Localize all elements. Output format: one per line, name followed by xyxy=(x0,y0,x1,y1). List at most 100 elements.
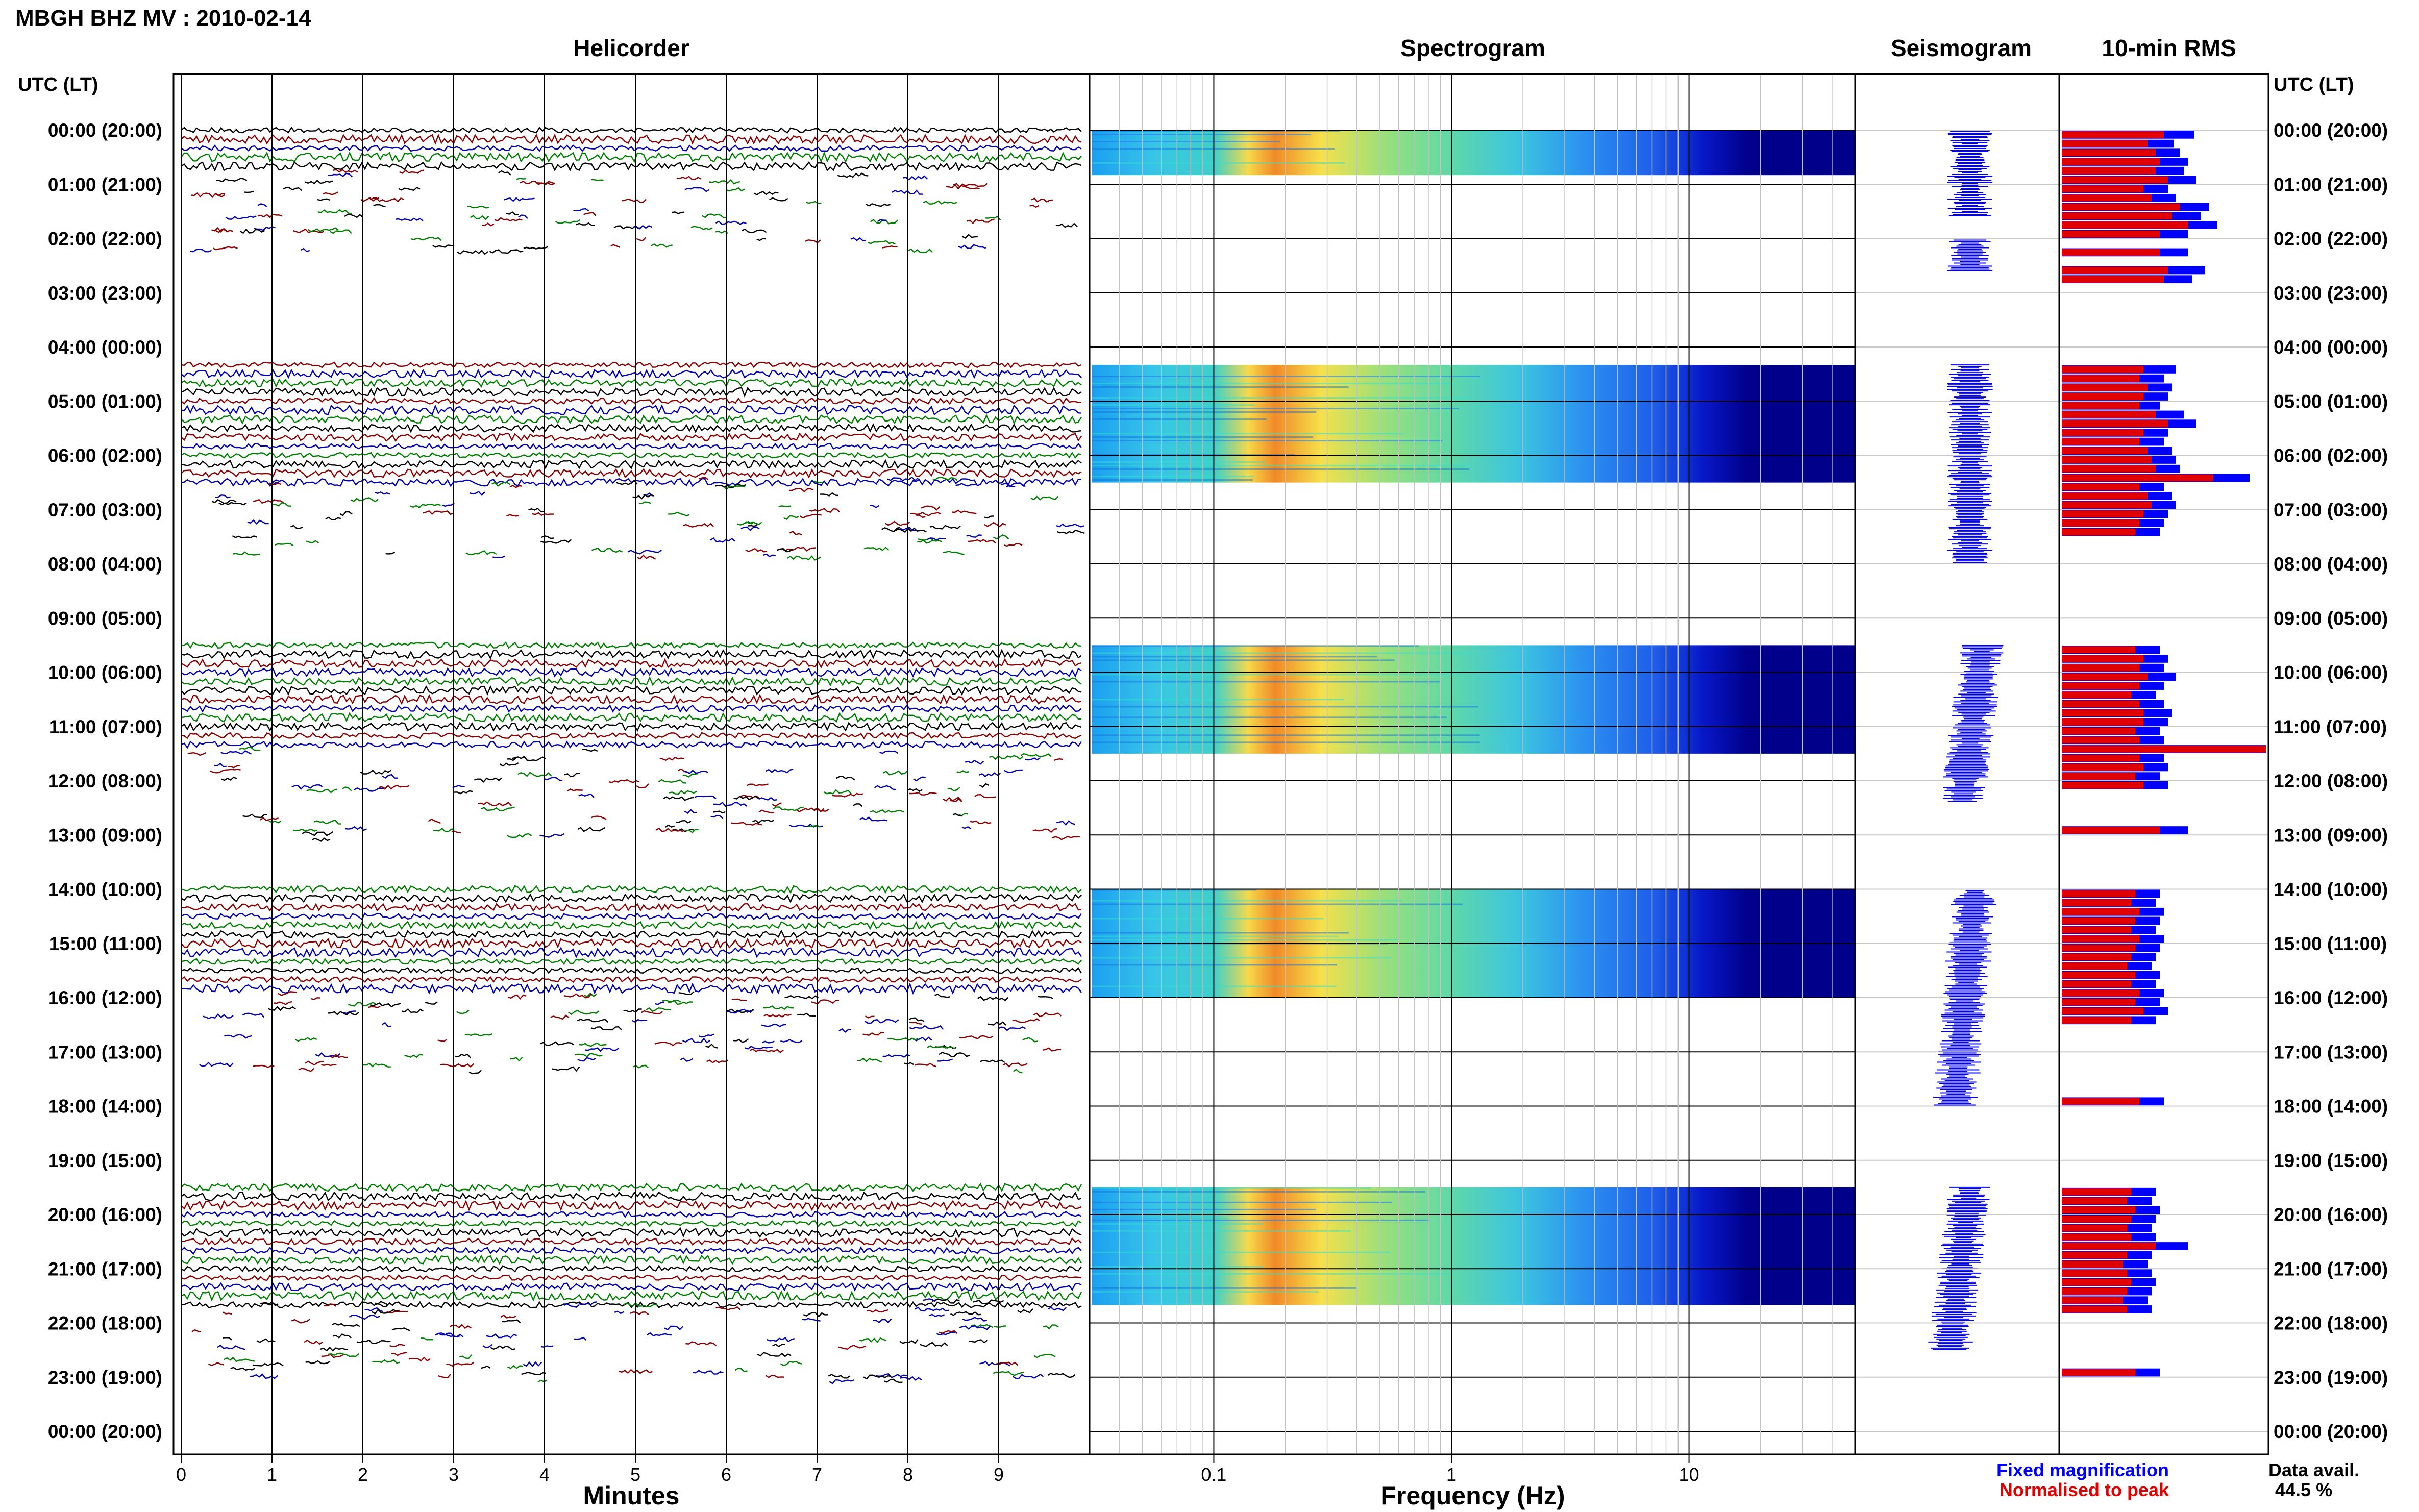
helicorder-trace xyxy=(832,792,863,798)
helicorder-trace xyxy=(481,806,515,812)
helicorder-trace xyxy=(454,790,473,795)
helicorder-trace xyxy=(550,1014,570,1020)
helicorder-trace xyxy=(585,1047,620,1052)
helicorder-trace xyxy=(1042,1047,1062,1052)
seismogram-title: Seismogram xyxy=(1891,35,2032,61)
helicorder-trace xyxy=(518,214,528,219)
helicorder-trace xyxy=(1055,222,1078,228)
helicorder-trace xyxy=(989,755,1024,760)
helicorder-trace xyxy=(682,523,714,528)
helicorder-trace xyxy=(259,817,279,821)
helicorder-trace xyxy=(693,1370,724,1375)
spectrogram-tick-label: 0.1 xyxy=(1201,1464,1226,1485)
helicorder-trace xyxy=(181,658,1082,669)
spectrogram-stripe xyxy=(1092,659,1395,661)
helicorder-trace xyxy=(181,740,1082,749)
rms-normalised-bar xyxy=(2062,827,2160,834)
helicorder-trace xyxy=(763,553,776,558)
helicorder-trace xyxy=(215,228,229,233)
spectrogram-stripe xyxy=(1092,404,1255,406)
helicorder-trace xyxy=(491,482,511,487)
spectrogram-stripe xyxy=(1092,957,1391,959)
helicorder-trace xyxy=(813,480,823,483)
helicorder-trace xyxy=(655,1001,664,1005)
helicorder-trace xyxy=(574,1336,587,1341)
helicorder-trace xyxy=(181,459,1082,469)
helicorder-trace xyxy=(181,368,1082,379)
helicorder-trace xyxy=(181,396,1081,405)
helicorder-trace xyxy=(470,215,489,220)
helicorder-trace xyxy=(734,1368,748,1373)
row-label-right: 02:00 (22:00) xyxy=(2274,229,2388,250)
helicorder-trace xyxy=(1052,835,1080,840)
row-label-left: 19:00 (15:00) xyxy=(48,1150,162,1171)
spectrogram-stripe xyxy=(1092,1187,1371,1189)
helicorder-trace xyxy=(333,168,358,173)
row-label-left: 20:00 (16:00) xyxy=(48,1204,162,1225)
rms-normalised-bar xyxy=(2062,212,2172,220)
helicorder-trace xyxy=(1043,1324,1059,1330)
helicorder-trace xyxy=(563,1303,580,1308)
helicorder-trace xyxy=(668,511,690,516)
row-label-left: 04:00 (00:00) xyxy=(48,337,162,358)
helicorder-trace xyxy=(181,667,1082,678)
helicorder-trace xyxy=(507,833,532,838)
helicorder-trace xyxy=(979,783,990,788)
helicorder-traces xyxy=(181,126,1085,1384)
helicorder-tick-label: 7 xyxy=(812,1464,822,1485)
helicorder-title: Helicorder xyxy=(573,35,689,61)
rms-normalised-bar xyxy=(2062,1287,2127,1295)
helicorder-trace xyxy=(583,212,597,216)
helicorder-trace xyxy=(181,704,1082,713)
helicorder-trace xyxy=(590,1026,622,1031)
rms-normalised-bar xyxy=(2062,736,2139,744)
rms-title: 10-min RMS xyxy=(2102,35,2236,61)
spectrogram-stripe xyxy=(1092,964,1337,966)
helicorder-trace xyxy=(181,676,1082,687)
helicorder-trace xyxy=(269,482,279,485)
helicorder-trace xyxy=(740,526,760,531)
helicorder-trace xyxy=(257,203,267,207)
helicorder-trace xyxy=(391,1352,407,1356)
helicorder-trace xyxy=(715,1306,741,1311)
helicorder-trace xyxy=(984,522,1006,528)
helicorder-trace xyxy=(540,1041,575,1046)
rms-normalised-bar xyxy=(2062,492,2148,500)
helicorder-trace xyxy=(579,1043,607,1047)
helicorder-trace xyxy=(332,1323,360,1327)
helicorder-trace xyxy=(435,1332,464,1338)
helicorder-trace xyxy=(955,483,977,487)
helicorder-trace xyxy=(713,810,726,814)
helicorder-trace xyxy=(329,1053,348,1058)
rms-normalised-bar xyxy=(2062,1017,2131,1024)
rms-normalised-bar xyxy=(2062,754,2139,762)
row-label-left: 05:00 (01:00) xyxy=(48,391,162,412)
helicorder-trace xyxy=(1032,828,1057,833)
helicorder-trace xyxy=(321,1063,337,1067)
helicorder-trace xyxy=(240,228,265,234)
helicorder-trace xyxy=(797,1012,816,1017)
helicorder-trace xyxy=(305,1360,331,1365)
helicorder-trace xyxy=(678,991,695,996)
row-labels-left: 00:00 (20:00) 01:00 (21:00) 02:00 (22:00) 0… xyxy=(48,120,162,1442)
helicorder-trace xyxy=(202,1013,234,1020)
rms-normalised-bar xyxy=(2062,646,2135,654)
helicorder-trace xyxy=(438,1374,451,1379)
helicorder-trace xyxy=(884,1378,903,1383)
helicorder-trace xyxy=(214,762,227,767)
helicorder-trace xyxy=(181,976,1082,983)
helicorder-trace xyxy=(780,1038,802,1044)
helicorder-trace xyxy=(181,1182,1082,1193)
helicorder-trace xyxy=(181,902,1082,912)
seismogram-trace xyxy=(1947,130,1993,216)
helicorder-trace xyxy=(920,1342,948,1347)
row-label-left: 14:00 (10:00) xyxy=(48,879,162,900)
helicorder-trace xyxy=(386,1310,408,1313)
helicorder-x-ticks: 0 1 2 3 4 5 6 7 8 9 xyxy=(176,1454,1004,1485)
helicorder-trace xyxy=(451,830,461,833)
rms-normalised-bar xyxy=(2062,176,2168,184)
helicorder-trace xyxy=(227,765,240,769)
helicorder-trace xyxy=(610,244,621,248)
helicorder-trace xyxy=(904,1062,914,1065)
helicorder-trace xyxy=(208,1362,224,1366)
